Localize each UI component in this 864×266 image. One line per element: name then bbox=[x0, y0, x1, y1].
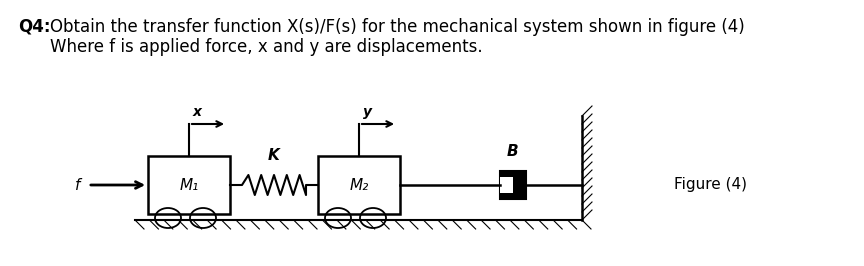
Text: B: B bbox=[507, 144, 518, 159]
Text: K: K bbox=[268, 148, 280, 163]
Bar bbox=[318, 156, 400, 214]
Text: f: f bbox=[74, 177, 80, 193]
Text: M₂: M₂ bbox=[349, 177, 369, 193]
Bar bbox=[148, 156, 230, 214]
Text: Where f is applied force, x and y are displacements.: Where f is applied force, x and y are di… bbox=[50, 38, 483, 56]
Text: x: x bbox=[193, 105, 202, 119]
Bar bbox=[500, 171, 526, 199]
Text: y: y bbox=[363, 105, 372, 119]
Text: Q4:: Q4: bbox=[18, 18, 50, 36]
Bar bbox=[500, 177, 513, 193]
Text: M₁: M₁ bbox=[180, 177, 199, 193]
Text: Figure (4): Figure (4) bbox=[674, 177, 746, 193]
Text: Obtain the transfer function X(s)/F(s) for the mechanical system shown in figure: Obtain the transfer function X(s)/F(s) f… bbox=[50, 18, 745, 36]
